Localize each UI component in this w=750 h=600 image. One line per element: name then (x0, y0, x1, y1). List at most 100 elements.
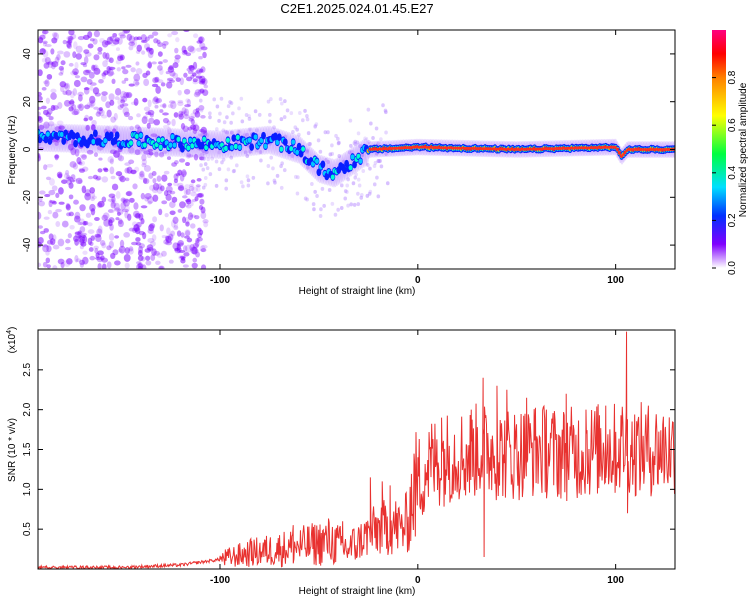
spectrogram-noise (110, 252, 116, 260)
spectrogram-noise (90, 100, 96, 107)
spectrogram-noise (41, 105, 47, 110)
spectrogram-noise (131, 39, 138, 48)
spectrogram-noise (184, 244, 192, 253)
spectrogram-noise (90, 124, 96, 131)
spectrogram-noise (313, 123, 318, 128)
spectrogram-noise (101, 91, 108, 96)
spectrogram-noise (52, 201, 57, 205)
spectrogram-noise (119, 175, 126, 183)
spectrogram-noise (101, 214, 108, 221)
spectrogram-noise (210, 156, 214, 161)
spectrogram-cell (314, 158, 319, 164)
spectrogram-noise (188, 118, 194, 122)
spectrogram-noise (82, 235, 88, 244)
spectrogram-noise (185, 204, 192, 209)
spectrogram-noise (57, 102, 63, 110)
spectrogram-noise (198, 80, 206, 85)
spectrogram-noise (375, 175, 379, 180)
spectrogram-noise (38, 211, 42, 220)
spectrogram-noise (183, 252, 190, 257)
spectrogram-noise (190, 191, 197, 197)
spectrogram-cell (276, 133, 282, 141)
spectrogram-noise (347, 150, 352, 155)
spectrogram-noise (114, 37, 120, 42)
spectrogram-noise (48, 116, 54, 121)
spectrogram-peak (633, 148, 636, 151)
spectrogram-noise (43, 80, 49, 85)
spectrogram-noise (52, 265, 58, 269)
spectrogram-noise (79, 226, 86, 233)
spectrogram-cell (229, 144, 234, 151)
spectrogram-noise (185, 230, 191, 237)
spectrogram-peak (650, 148, 653, 151)
spectrogram-noise (179, 158, 186, 163)
spectrogram-noise (173, 160, 179, 165)
spectrogram-noise (336, 207, 340, 212)
spectrogram-cell (301, 146, 306, 152)
spectrogram-noise (142, 97, 148, 103)
spectrogram-cell (231, 134, 237, 142)
spectrogram-noise (221, 128, 226, 133)
spectrogram-noise (151, 97, 159, 105)
spectrogram-noise (89, 187, 96, 194)
spectrogram-noise (315, 194, 319, 199)
spectrogram-noise (58, 201, 65, 205)
spectrogram-noise (155, 183, 162, 190)
spectrogram-noise (79, 218, 86, 226)
spectrogram-cell (350, 154, 355, 160)
spectrogram-peak (548, 147, 551, 150)
spectrogram-peak (662, 148, 665, 151)
spectrogram-noise (51, 37, 58, 44)
spectrogram-noise (66, 40, 72, 48)
spectrogram-noise (43, 164, 48, 171)
spectrogram-noise (152, 177, 157, 184)
spectrogram-noise (201, 244, 208, 249)
spectrogram-peak (499, 147, 501, 151)
spectrogram-peak (531, 147, 534, 151)
spectrogram-noise (359, 195, 364, 200)
spectrogram-noise (225, 115, 229, 120)
spectrogram-noise (38, 37, 44, 44)
spectrogram-peak (551, 147, 554, 150)
spectrogram-noise (85, 124, 90, 131)
spectrogram-noise (385, 181, 390, 186)
spectrogram-noise (99, 239, 106, 246)
spectrogram-noise (228, 100, 232, 105)
spectrogram-noise (83, 87, 90, 91)
spectrogram-noise (145, 70, 151, 76)
spectrogram-noise (135, 237, 141, 242)
spectrogram-noise (326, 130, 330, 135)
spectrogram-noise (196, 40, 203, 44)
spectrogram-noise (110, 199, 117, 204)
bottom-x-tick-label: 0 (415, 575, 421, 586)
spectrogram-peak (653, 148, 656, 151)
spectrogram-cell (291, 139, 296, 145)
spectrogram-noise (97, 250, 104, 256)
spectrogram-noise (319, 207, 323, 212)
spectrogram-noise (327, 188, 332, 193)
spectrogram-noise (156, 186, 163, 194)
spectrogram-peak (529, 147, 532, 151)
spectrogram-noise (147, 228, 154, 235)
spectrogram-noise (245, 153, 250, 158)
spectrogram-noise (247, 114, 251, 119)
spectrogram-peak (396, 146, 398, 150)
spectrogram-noise (174, 54, 181, 60)
spectrogram-noise (74, 255, 79, 263)
spectrogram-noise (84, 192, 92, 201)
spectrogram-noise (156, 175, 162, 182)
spectrogram-noise (83, 69, 90, 76)
spectrogram-noise (330, 143, 334, 148)
spectrogram-peak (450, 146, 453, 150)
spectrogram-noise (42, 41, 47, 47)
spectrogram-peak (409, 146, 411, 149)
spectrogram-peak (542, 147, 545, 151)
spectrogram-noise (279, 185, 284, 190)
spectrogram-noise (68, 100, 75, 105)
spectrogram-peak (476, 147, 479, 150)
spectrogram-peak (399, 146, 401, 150)
spectrogram-noise (58, 72, 64, 76)
spectrogram-peak (539, 147, 542, 151)
spectrogram-noise (343, 196, 348, 201)
spectrogram-peak (439, 146, 442, 149)
